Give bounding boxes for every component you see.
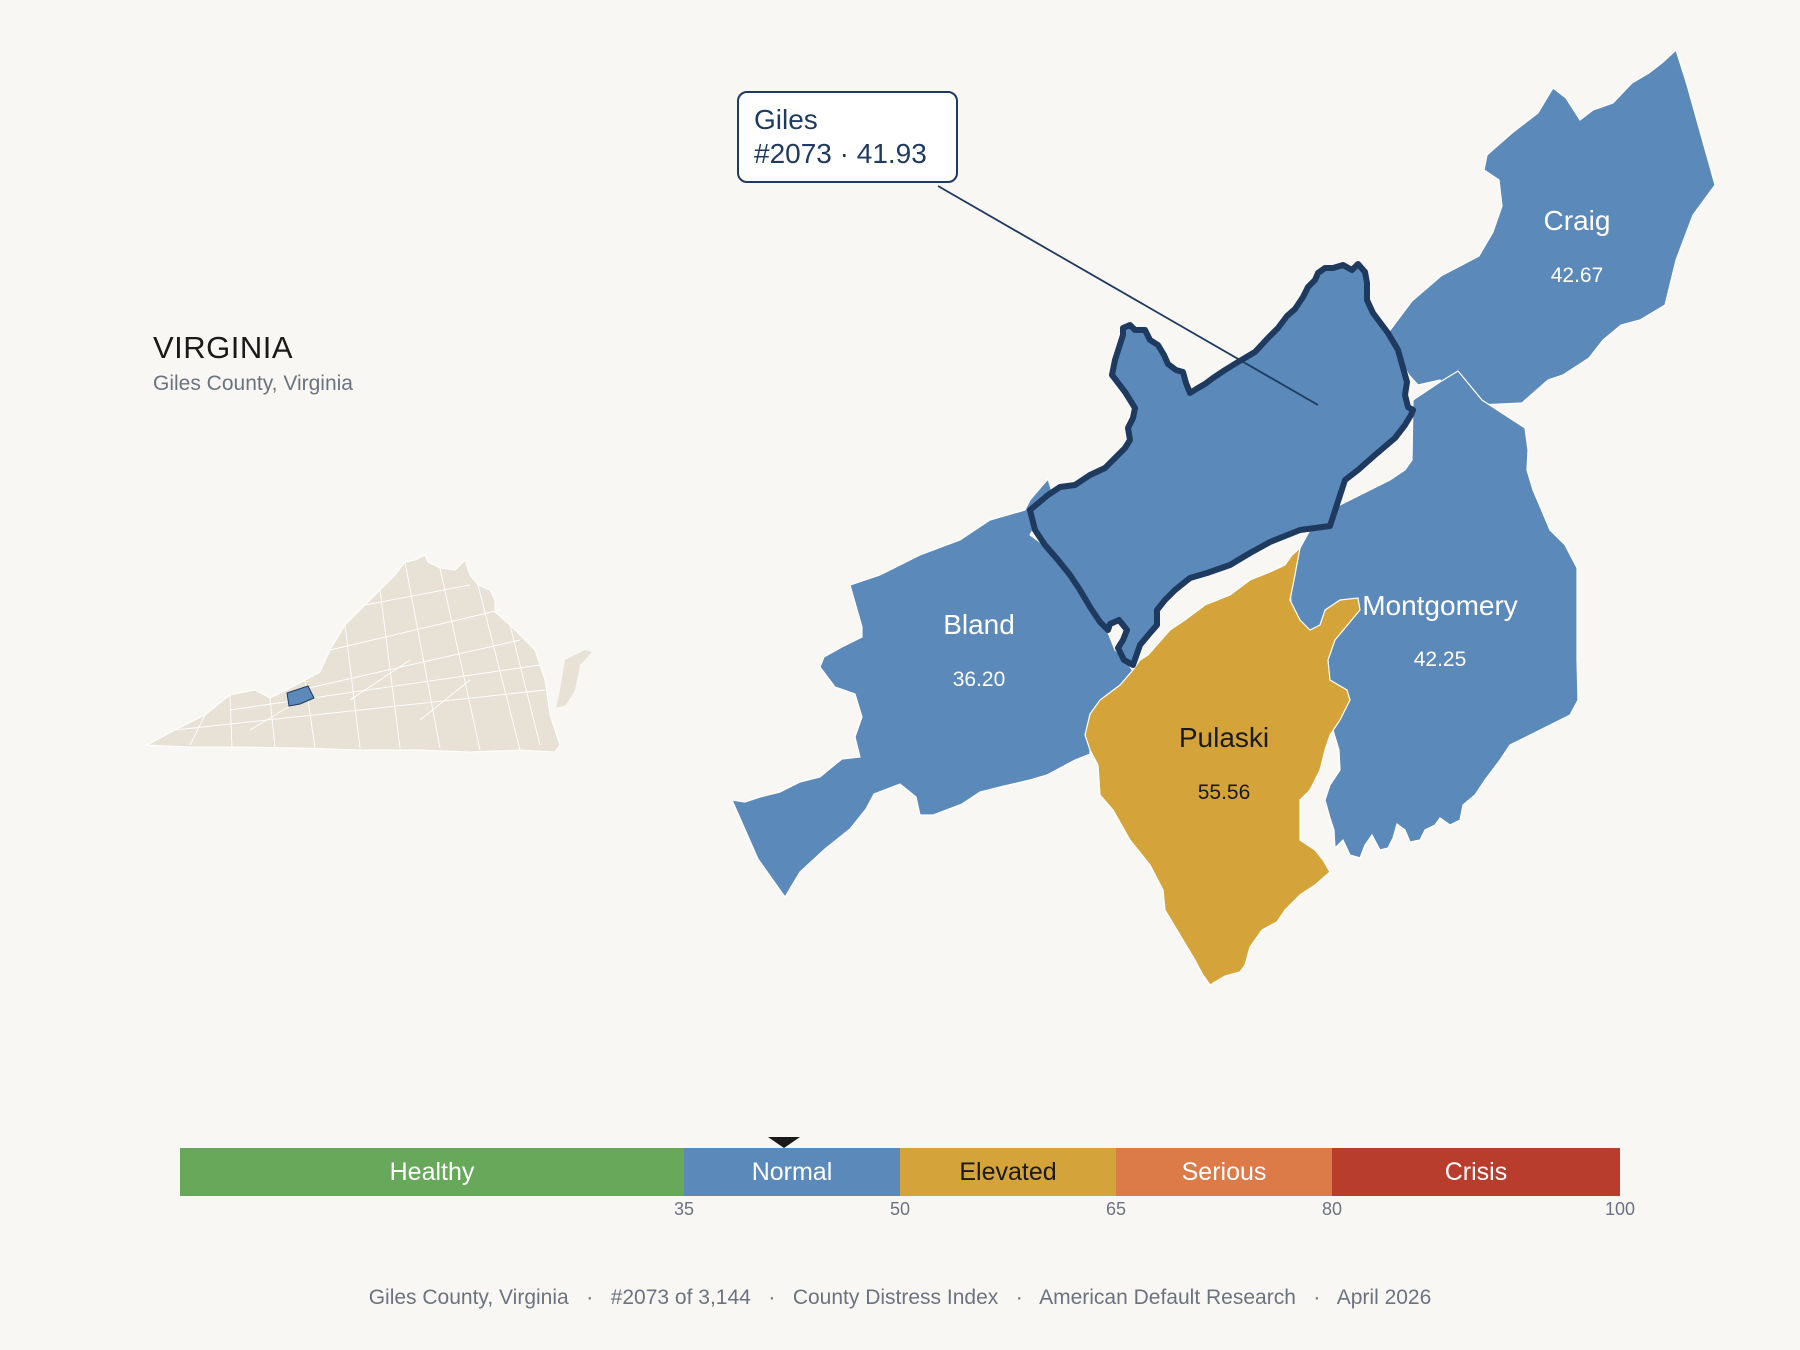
county-label-montgomery: Montgomery <box>1362 590 1518 621</box>
footer-rank: #2073 of 3,144 <box>610 1286 751 1309</box>
scale-band-crisis: Crisis <box>1332 1148 1620 1196</box>
scale-tick-label: 100 <box>1604 1199 1636 1219</box>
county-polygons <box>731 48 1716 986</box>
callout-rank-score: #2073 · 41.93 <box>754 138 927 169</box>
scale-tick-label: 50 <box>889 1199 911 1219</box>
county-value-montgomery: 42.25 <box>1414 648 1467 671</box>
county-pulaski[interactable] <box>1084 546 1361 986</box>
county-bland[interactable] <box>731 477 1136 899</box>
county-giles[interactable] <box>1027 261 1416 668</box>
footer-caption: Giles County, Virginia · #2073 of 3,144 … <box>368 1286 1432 1309</box>
scale-tick-label: 35 <box>673 1199 695 1219</box>
virginia-state-shape <box>145 554 561 753</box>
virginia-locator-map <box>145 554 592 753</box>
county-label-craig: Craig <box>1544 205 1611 236</box>
callout-leader-line <box>937 185 1319 406</box>
scale-band-normal: Normal <box>684 1148 900 1196</box>
county-label-bland: Bland <box>943 609 1015 640</box>
virginia-county-lines <box>174 561 546 751</box>
selected-county-callout: Giles #2073 · 41.93 <box>737 91 958 183</box>
footer-source: American Default Research <box>1039 1286 1296 1309</box>
footer-date: April 2026 <box>1336 1286 1432 1309</box>
scale-tick-label: 80 <box>1321 1199 1343 1219</box>
county-craig[interactable] <box>1387 48 1716 406</box>
state-title: VIRGINIA <box>153 330 294 365</box>
state-subtitle: Giles County, Virginia <box>153 372 353 395</box>
county-label-pulaski: Pulaski <box>1179 722 1269 753</box>
county-value-craig: 42.67 <box>1551 264 1604 287</box>
scale-band-elevated: Elevated <box>900 1148 1116 1196</box>
callout-county-name: Giles <box>754 104 818 135</box>
footer-county: Giles County, Virginia <box>368 1286 569 1309</box>
distress-scale-bar: Healthy Normal Elevated Serious Crisis <box>180 1148 1620 1196</box>
giles-locator-highlight <box>286 685 315 707</box>
virginia-eastern-shore <box>556 650 592 708</box>
scale-band-healthy: Healthy <box>180 1148 684 1196</box>
county-value-bland: 36.20 <box>953 668 1006 691</box>
scale-tick-label: 65 <box>1105 1199 1127 1219</box>
county-value-pulaski: 55.56 <box>1198 781 1251 804</box>
scale-band-serious: Serious <box>1116 1148 1332 1196</box>
footer-index: County Distress Index <box>792 1286 999 1309</box>
scale-marker-pointer <box>767 1137 800 1148</box>
county-labels: Craig 42.67 Bland 36.20 Montgomery 42.25… <box>943 205 1610 804</box>
